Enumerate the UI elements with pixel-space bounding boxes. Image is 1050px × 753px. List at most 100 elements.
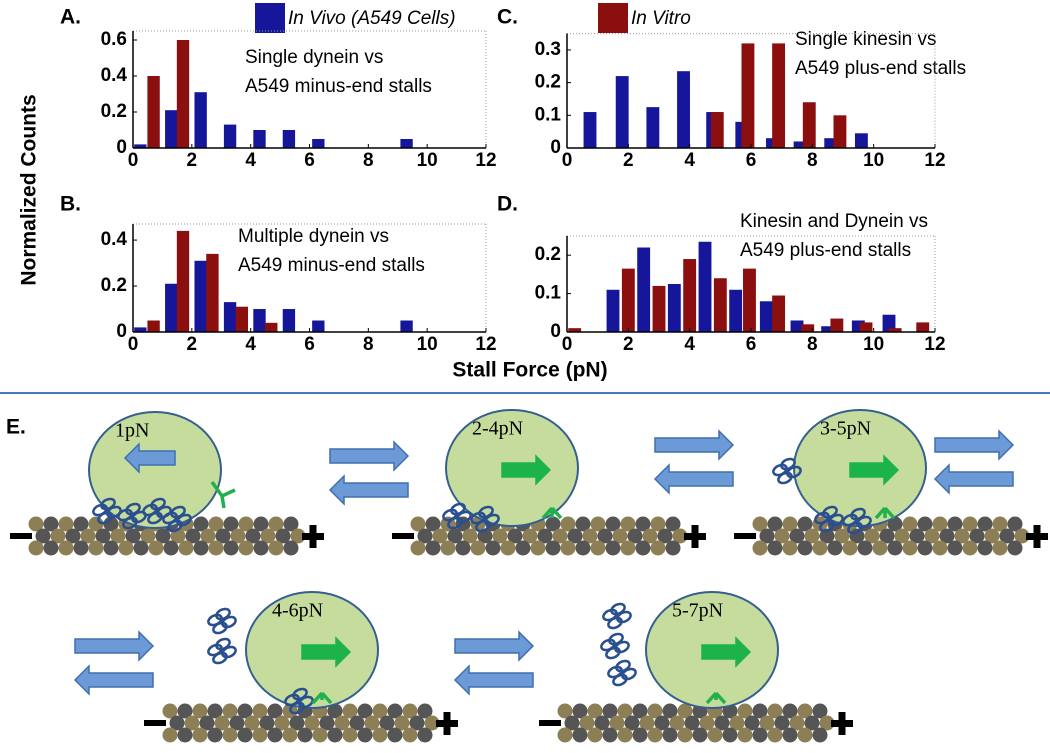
tubulin [237,703,253,719]
arrow [653,463,734,495]
tubulin [530,540,546,556]
dynein-head [447,516,463,530]
tubulin [804,715,820,731]
tubulin [372,727,388,743]
tubulin [677,703,693,719]
tubulin [789,715,805,731]
bar [833,115,847,148]
tubulin [387,727,403,743]
bar [194,92,207,148]
tubulin [342,727,358,743]
x-tick-label: 2 [623,334,634,355]
bar [621,268,635,332]
tubulin [662,727,678,743]
dynein-head [786,465,802,479]
dynein-head [605,646,621,660]
panel-label: A. [60,6,81,29]
tubulin [714,715,730,731]
bar [568,328,582,332]
x-tick-label: 0 [562,150,573,171]
tubulin [402,703,418,719]
tubulin [372,703,388,719]
tubulin [283,540,299,556]
tubulin [872,540,888,556]
dynein-head [610,602,626,616]
y-tick-label: 0 [550,137,561,158]
tubulin [594,715,610,731]
dynein [814,505,844,533]
tubulin [602,727,618,743]
tubulin [887,540,903,556]
bar [253,130,266,148]
tubulin [789,528,805,544]
tubulin [977,540,993,556]
tubulin [647,727,663,743]
tubulin [125,528,141,544]
tubulin [349,715,365,731]
tubulin [947,540,963,556]
bar [223,302,237,332]
tubulin [215,528,231,544]
bar [698,241,712,332]
tubulin [857,540,873,556]
dynein-head [450,502,466,516]
x-tick-label: 4 [245,150,256,171]
tubulin [752,516,768,532]
tubulin [267,703,283,719]
tubulin [193,516,209,532]
tubulin [647,703,663,719]
tubulin [289,715,305,731]
dynein-head [167,519,183,533]
dynein [142,497,172,525]
kinesin [311,691,333,705]
tubulin [73,540,89,556]
bar [265,322,278,332]
tubulin [947,516,963,532]
bar [615,76,629,148]
tubulin [199,715,215,731]
tubulin [782,540,798,556]
tubulin [609,715,625,731]
tubulin [515,540,531,556]
dynein-head [221,645,237,659]
tubulin [253,516,269,532]
tubulin [737,703,753,719]
dynein [92,497,122,525]
tubulin [462,528,478,544]
dynein [842,507,872,535]
tubulin [50,528,66,544]
bar [677,71,690,148]
y-tick-label: 0.6 [101,29,127,50]
bar [802,102,816,148]
dynein-head [819,519,835,533]
tubulin [238,516,254,532]
tubulin [797,703,813,719]
bar [253,309,266,332]
tubulin [752,727,768,743]
y-tick-label: 0.4 [101,229,128,250]
tubulin [283,516,299,532]
dynein-head [147,511,163,525]
legend-label: In Vivo (A549 Cells) [288,8,456,29]
kinesin [705,691,727,705]
tubulin [612,528,628,544]
tubulin [432,528,448,544]
tubulin [917,540,933,556]
tubulin [379,715,395,731]
state-force: 2-4pN [472,418,523,440]
bar [710,112,724,148]
tubulin [774,528,790,544]
arrow [73,664,154,696]
bar [793,141,807,148]
tubulin [200,528,216,544]
microtubule [410,516,688,556]
plus-end-v [1033,525,1041,548]
tubulin [759,528,775,544]
bar [741,43,755,148]
dynein-head [289,701,305,715]
tubulin [654,715,670,731]
tubulin [334,715,350,731]
tubulin [275,528,291,544]
tubulin [767,516,783,532]
